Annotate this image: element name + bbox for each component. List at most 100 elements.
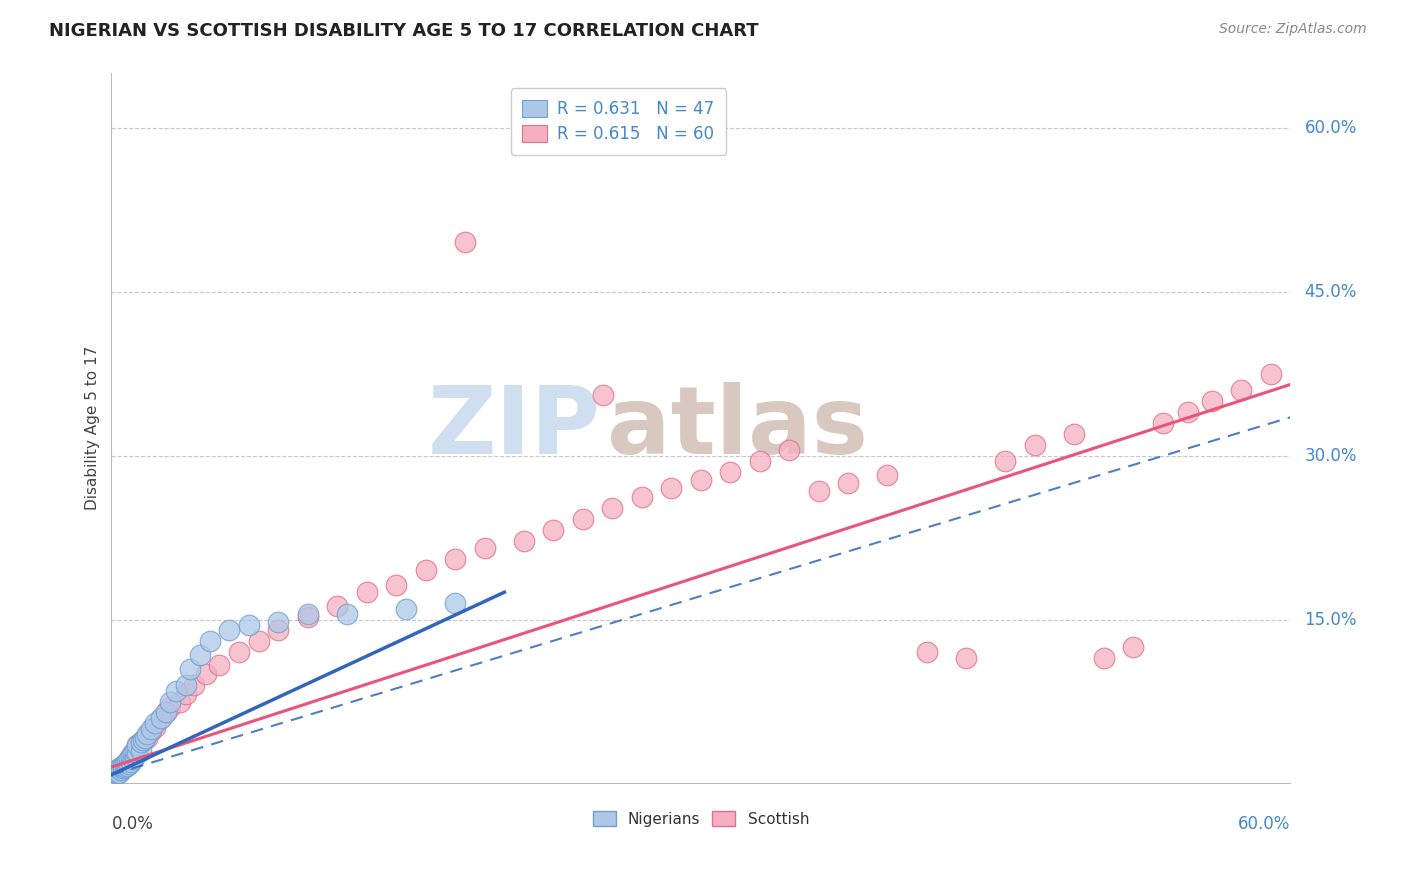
Point (108, 765, 131, 780)
Point (110, 764, 132, 778)
Point (120, 755, 142, 769)
Text: 60.0%: 60.0% (1237, 815, 1291, 833)
Point (1177, 405, 1199, 419)
Point (135, 727, 157, 741)
Point (454, 235, 477, 250)
Point (134, 731, 156, 745)
Point (129, 735, 152, 749)
Point (602, 501, 624, 516)
Point (238, 618, 260, 632)
Point (122, 746, 145, 760)
Point (112, 759, 135, 773)
Point (122, 746, 145, 760)
Point (114, 760, 136, 774)
Text: 45.0%: 45.0% (1305, 283, 1357, 301)
Point (718, 465, 741, 479)
Point (118, 752, 141, 766)
Point (104, 768, 127, 782)
Point (385, 577, 408, 591)
Point (297, 607, 319, 621)
Point (129, 744, 152, 758)
Point (807, 483, 830, 498)
Point (104, 768, 127, 782)
Point (336, 607, 359, 621)
Point (444, 596, 467, 610)
Point (326, 599, 349, 614)
Text: NIGERIAN VS SCOTTISH DISABILITY AGE 5 TO 17 CORRELATION CHART: NIGERIAN VS SCOTTISH DISABILITY AGE 5 TO… (49, 22, 759, 40)
Point (543, 523, 565, 537)
Point (115, 755, 138, 769)
Point (169, 694, 191, 708)
Point (247, 634, 270, 648)
Point (112, 759, 135, 773)
Point (188, 648, 211, 662)
Point (108, 761, 131, 775)
Point (105, 765, 128, 780)
Point (631, 490, 654, 504)
Point (1024, 437, 1046, 451)
Point (194, 667, 217, 681)
Point (689, 473, 711, 487)
Legend: Nigerians, Scottish: Nigerians, Scottish (586, 805, 815, 833)
Point (118, 756, 141, 771)
Point (955, 650, 977, 665)
Point (1152, 416, 1174, 430)
Point (143, 720, 166, 734)
Text: 60.0%: 60.0% (1305, 119, 1357, 136)
Point (124, 744, 146, 758)
Point (356, 585, 378, 599)
Point (105, 764, 128, 778)
Point (122, 752, 145, 766)
Point (876, 468, 898, 483)
Point (139, 722, 162, 736)
Point (115, 759, 138, 773)
Point (103, 771, 125, 785)
Point (110, 760, 132, 774)
Point (572, 512, 595, 526)
Point (748, 454, 770, 468)
Point (115, 755, 138, 769)
Point (103, 771, 125, 785)
Point (124, 749, 146, 764)
Text: 30.0%: 30.0% (1305, 447, 1357, 465)
Point (267, 615, 290, 629)
Point (994, 454, 1017, 468)
Point (135, 731, 157, 745)
Point (778, 443, 800, 458)
Point (114, 756, 136, 771)
Point (155, 706, 177, 720)
Point (1122, 640, 1144, 654)
Point (174, 687, 197, 701)
Point (415, 563, 437, 577)
Point (143, 716, 166, 731)
Point (159, 694, 181, 708)
Point (165, 683, 187, 698)
Point (661, 481, 683, 495)
Point (592, 388, 614, 402)
Point (149, 711, 172, 725)
Point (155, 706, 177, 720)
Point (118, 752, 141, 766)
Point (179, 662, 201, 676)
Point (120, 749, 142, 764)
Point (267, 624, 290, 638)
Text: atlas: atlas (606, 383, 868, 475)
Point (208, 658, 231, 673)
Point (837, 475, 859, 490)
Text: ZIP: ZIP (427, 383, 600, 475)
Point (108, 764, 131, 778)
Point (183, 678, 205, 692)
Point (114, 756, 136, 771)
Point (1230, 383, 1253, 397)
Text: Source: ZipAtlas.com: Source: ZipAtlas.com (1219, 22, 1367, 37)
Point (395, 601, 418, 615)
Point (125, 738, 148, 752)
Point (139, 724, 162, 739)
Point (120, 749, 142, 764)
Y-axis label: Disability Age 5 to 17: Disability Age 5 to 17 (86, 346, 100, 510)
Point (129, 735, 152, 749)
Point (297, 610, 319, 624)
Point (198, 634, 221, 648)
Point (1063, 426, 1085, 441)
Point (125, 746, 148, 760)
